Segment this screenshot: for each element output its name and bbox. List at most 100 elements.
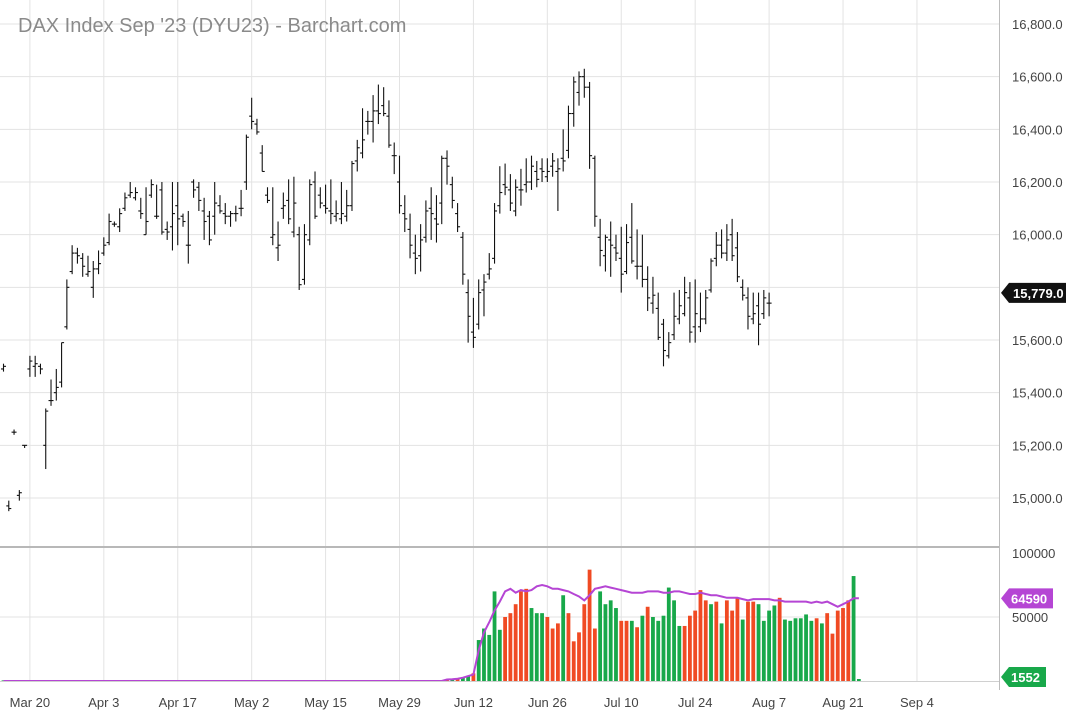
volume-bar bbox=[556, 623, 560, 681]
ohlc-bar bbox=[587, 81, 593, 169]
ohlc-bar bbox=[212, 182, 218, 235]
volume-bars-layer bbox=[1, 569, 861, 682]
ohlc-bar bbox=[560, 129, 566, 172]
ohlc-bar bbox=[729, 218, 735, 261]
volume-bar bbox=[482, 628, 486, 681]
volume-bar bbox=[756, 604, 761, 681]
ohlc-bar bbox=[676, 289, 682, 325]
ohlc-bar bbox=[360, 108, 366, 159]
ohlc-bar bbox=[597, 218, 603, 267]
y-tick-label: 15,000.0 bbox=[1012, 491, 1063, 506]
volume-bar bbox=[524, 588, 529, 681]
ohlc-bar bbox=[196, 182, 202, 211]
ohlc-bar bbox=[280, 192, 286, 219]
ohlc-bar bbox=[243, 134, 249, 190]
ohlc-bar bbox=[201, 197, 207, 240]
ohlc-bar bbox=[180, 213, 186, 227]
volume-bar bbox=[767, 610, 771, 681]
ohlc-bar bbox=[708, 258, 714, 293]
ohlc-bar bbox=[53, 368, 59, 401]
ohlc-bar bbox=[259, 145, 265, 173]
volume-bar bbox=[698, 590, 703, 681]
ohlc-bar bbox=[655, 292, 661, 340]
ohlc-bar bbox=[233, 205, 239, 222]
ohlc-bar bbox=[661, 318, 666, 367]
volume-bar bbox=[476, 640, 481, 681]
volume-bar bbox=[529, 608, 534, 681]
ohlc-bar bbox=[671, 292, 677, 340]
volume-bar bbox=[603, 604, 608, 681]
ohlc-bar bbox=[449, 176, 455, 209]
ohlc-bar bbox=[154, 184, 160, 219]
ohlc-bar bbox=[365, 110, 371, 135]
ohlc-bar bbox=[713, 232, 719, 267]
volume-bar bbox=[672, 600, 676, 681]
volume-bar bbox=[508, 613, 513, 681]
volume-bar bbox=[582, 604, 587, 681]
ohlc-bar bbox=[613, 234, 619, 261]
volume-bar bbox=[777, 597, 782, 681]
volume-bar bbox=[614, 608, 618, 681]
ohlc-bar bbox=[407, 213, 413, 259]
ohlc-bar bbox=[138, 197, 144, 219]
volume-bar bbox=[492, 591, 497, 681]
ohlc-bar bbox=[502, 163, 508, 196]
x-tick-label: Aug 7 bbox=[752, 695, 786, 710]
volume-bar bbox=[746, 601, 750, 681]
ohlc-bar bbox=[74, 247, 80, 264]
ohlc-bar bbox=[354, 139, 360, 172]
ohlc-bar bbox=[750, 292, 756, 325]
ohlc-bar bbox=[418, 224, 424, 272]
ohlc-bar bbox=[639, 234, 645, 288]
ohlc-bar bbox=[101, 237, 107, 256]
ohlc-bar bbox=[85, 255, 91, 277]
volume-bar bbox=[640, 615, 645, 681]
ohlc-bar bbox=[254, 118, 260, 135]
last-volume-marker bbox=[1001, 667, 1046, 687]
x-tick-label: May 15 bbox=[304, 695, 347, 710]
ohlc-bar bbox=[275, 221, 281, 261]
x-tick-label: Aug 21 bbox=[822, 695, 863, 710]
ohlc-bar bbox=[650, 276, 656, 314]
ohlc-bar bbox=[370, 95, 376, 143]
ohlc-bar bbox=[96, 250, 102, 275]
chart-title: DAX Index Sep '23 (DYU23) - Barchart.com bbox=[18, 15, 406, 37]
ohlc-bar bbox=[724, 224, 730, 261]
y-tick-label: 16,200.0 bbox=[1012, 175, 1063, 190]
grid-layer bbox=[0, 0, 999, 681]
ohlc-bar bbox=[734, 232, 740, 283]
ohlc-bar bbox=[529, 155, 534, 190]
ohlc-bar bbox=[523, 158, 529, 193]
volume-bar bbox=[682, 625, 687, 681]
y-tick-label: 16,400.0 bbox=[1012, 122, 1063, 137]
ohlc-bar bbox=[349, 160, 355, 211]
ohlc-bar bbox=[719, 229, 725, 259]
ohlc-bar bbox=[206, 210, 212, 246]
x-tick-label: Apr 17 bbox=[159, 695, 197, 710]
volume-y-tick-label: 50000 bbox=[1012, 610, 1048, 625]
volume-bar bbox=[661, 615, 666, 681]
ohlc-bar bbox=[6, 500, 12, 512]
volume-bar bbox=[587, 569, 592, 681]
ohlc-bar bbox=[249, 97, 255, 130]
ohlc-bar bbox=[766, 292, 772, 317]
volume-bar bbox=[629, 620, 634, 681]
x-tick-label: Apr 3 bbox=[88, 695, 119, 710]
ohlc-bar bbox=[391, 142, 397, 175]
ohlc-bar bbox=[386, 100, 392, 148]
ohlc-bar bbox=[1, 363, 6, 372]
volume-bar bbox=[571, 641, 576, 681]
volume-bar bbox=[666, 587, 671, 681]
ohlc-bar bbox=[43, 408, 49, 470]
ohlc-bar bbox=[312, 171, 318, 219]
volume-bar bbox=[545, 617, 550, 681]
ohlc-bar bbox=[301, 224, 307, 285]
ohlc-bar bbox=[16, 490, 22, 501]
volume-bar bbox=[841, 608, 845, 681]
ohlc-bar bbox=[228, 210, 234, 227]
ohlc-bar bbox=[338, 182, 344, 225]
volume-bar bbox=[619, 620, 624, 681]
volume-bar bbox=[561, 595, 566, 681]
